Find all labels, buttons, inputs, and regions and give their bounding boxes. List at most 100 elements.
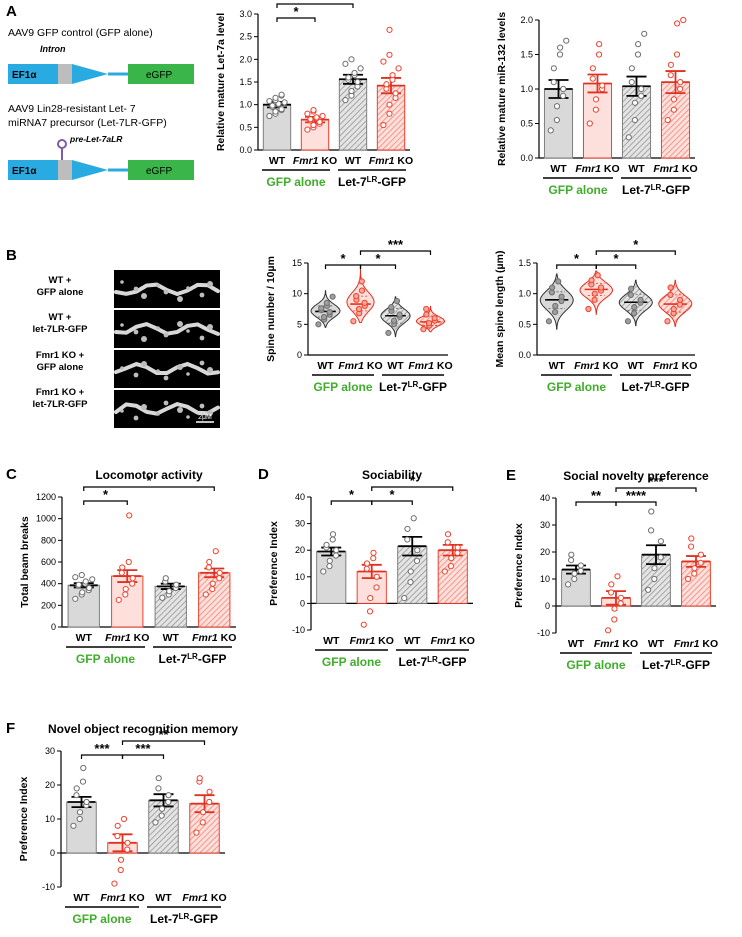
data-point (627, 291, 635, 298)
data-point (209, 580, 216, 587)
y-tick-label: 1200 (36, 492, 56, 502)
x-label-ko: Fmr1 KO (350, 635, 394, 647)
data-point (89, 576, 96, 583)
significance-label: *** (648, 474, 664, 489)
data-point (667, 291, 674, 298)
data-point (677, 85, 684, 93)
group-label-let7: Let-7LR-GFP (338, 175, 406, 190)
group-label-let7: Let-7LR-GFP (379, 380, 447, 395)
dendritic-spine (156, 283, 160, 287)
ef1a-label: EF1α (12, 70, 37, 81)
data-point (550, 65, 557, 72)
significance-label: *** (388, 237, 404, 252)
data-point (329, 536, 336, 543)
dendrite-branch (114, 401, 220, 416)
ef1a-promoter-block (8, 64, 58, 84)
data-point (586, 120, 593, 127)
data-point (448, 555, 455, 562)
data-point (641, 30, 648, 37)
data-point (596, 41, 603, 48)
data-point (329, 531, 337, 538)
x-label-ko: Fmr1 KO (338, 360, 382, 372)
dendritic-spine (163, 332, 169, 338)
data-point (363, 560, 371, 567)
data-point (373, 573, 380, 580)
data-point (556, 51, 564, 58)
y-tick-label: 0 (51, 622, 56, 632)
y-tick-label: 200 (41, 600, 56, 610)
x-label-wt: WT (628, 360, 645, 372)
data-point (158, 805, 166, 812)
data-point (628, 65, 635, 72)
data-point (638, 85, 645, 93)
dendritic-spine (186, 415, 190, 419)
data-point (73, 792, 80, 799)
image-label-3-line1: Fmr1 KO + (36, 350, 85, 361)
violin (346, 267, 375, 324)
data-point (383, 81, 390, 88)
y-tick-label: 10 (295, 572, 305, 582)
data-point (648, 527, 655, 534)
image-label-1-line2: GFP alone (37, 287, 84, 298)
data-point (560, 85, 567, 93)
group-label-let7: Let-7LR-GFP (642, 658, 710, 673)
data-point (124, 846, 131, 853)
data-point (677, 79, 684, 86)
x-label-wt: WT (73, 892, 90, 904)
significance-bracket (121, 740, 206, 745)
data-point (83, 798, 90, 806)
y-tick-label: 10 (292, 289, 302, 299)
data-point (216, 575, 223, 582)
significance-bracket (615, 501, 657, 506)
data-point (304, 110, 311, 117)
data-point (597, 284, 605, 291)
data-point (269, 102, 276, 109)
data-point (79, 589, 86, 596)
x-label-wt: WT (404, 635, 421, 647)
data-point (125, 558, 132, 566)
data-point (173, 581, 180, 588)
data-point (680, 16, 687, 24)
y-tick-label: 20 (540, 547, 550, 557)
data-point (166, 588, 173, 595)
data-point (444, 531, 452, 538)
image-label-2-line2: let-7LR-GFP (33, 324, 89, 335)
data-point (444, 539, 451, 546)
data-point (319, 112, 326, 120)
data-point (657, 538, 665, 545)
data-point (115, 596, 122, 604)
data-point (555, 278, 562, 285)
dendrite-branch (114, 361, 220, 376)
data-point (688, 535, 695, 542)
data-point (395, 65, 402, 72)
data-point (310, 121, 317, 129)
data-point (697, 559, 704, 566)
x-label-ko: Fmr1 KO (293, 155, 337, 167)
y-axis-label: Total beam breaks (19, 516, 31, 608)
y-axis-label: Spine number / 10µm (265, 256, 277, 362)
dendritic-spine (120, 323, 124, 327)
data-point (196, 775, 203, 782)
data-point (333, 547, 340, 554)
x-label-wt: WT (269, 155, 286, 167)
x-label-ko: Fmr1 KO (182, 892, 226, 904)
y-tick-label: 0.5 (520, 119, 533, 129)
y-tick-label: 0.5 (518, 319, 531, 329)
data-point (124, 839, 131, 846)
data-point (571, 575, 578, 583)
data-point (363, 565, 370, 572)
data-point (410, 515, 417, 522)
dendritic-spine (133, 329, 139, 335)
y-axis-label: Relative mature Let-7a level (215, 13, 227, 151)
data-point (78, 571, 85, 579)
x-label-wt: WT (323, 635, 340, 647)
data-point (547, 127, 554, 134)
dendritic-spine (120, 409, 124, 413)
data-point (664, 116, 671, 124)
data-point (423, 305, 430, 313)
group-label-gfp-alone: GFP alone (547, 380, 606, 394)
y-axis-label: Preference Index (18, 777, 30, 862)
data-point (557, 44, 564, 51)
x-label-ko: Fmr1 KO (574, 360, 618, 372)
x-label-wt: WT (549, 360, 566, 372)
